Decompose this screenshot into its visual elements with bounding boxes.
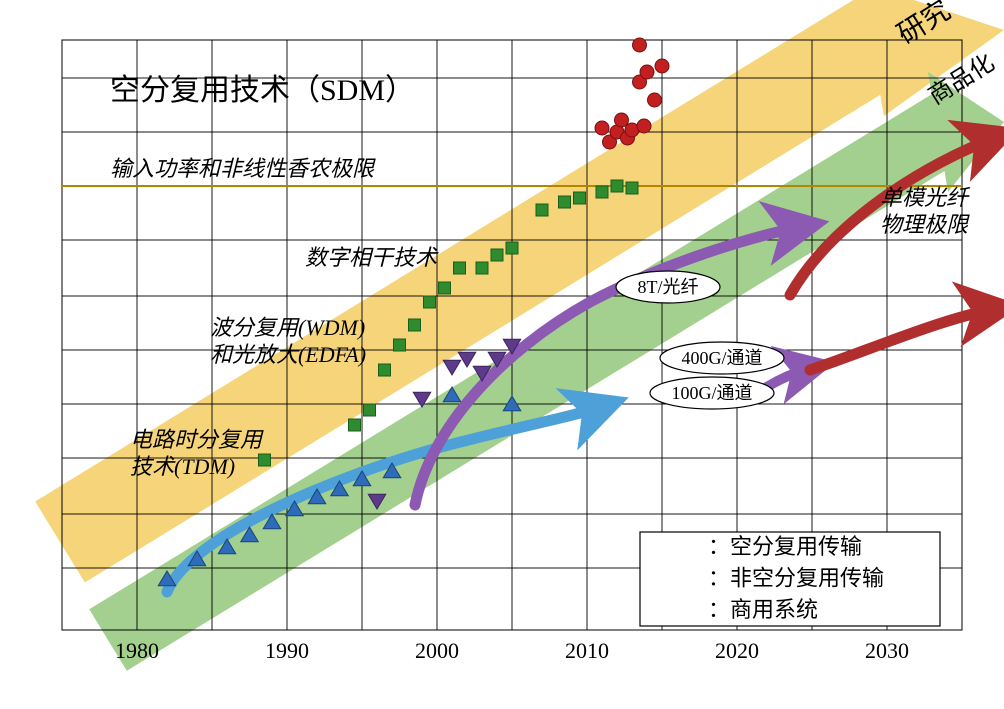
svg-text:输入功率和非线性香农极限: 输入功率和非线性香农极限 [110, 156, 376, 181]
svg-text:2010: 2010 [565, 638, 609, 663]
chart-svg: 198019902000201020202030研究商品化输入功率和非线性香农极… [0, 0, 1004, 709]
svg-text:单模光纤: 单模光纤 [880, 185, 971, 210]
svg-text:：非空分复用传输: ：非空分复用传输 [708, 566, 884, 591]
svg-text:数字相干技术: 数字相干技术 [305, 245, 439, 270]
svg-text:400G/通道: 400G/通道 [682, 348, 763, 368]
svg-text:：空分复用传输: ：空分复用传输 [708, 534, 862, 559]
svg-text:8T/光纤: 8T/光纤 [638, 277, 699, 297]
svg-text:电路时分复用: 电路时分复用 [130, 427, 264, 452]
svg-text:波分复用(WDM): 波分复用(WDM) [210, 315, 365, 340]
svg-text:2020: 2020 [715, 638, 759, 663]
svg-text:空分复用技术（SDM）: 空分复用技术（SDM） [110, 74, 415, 107]
svg-text:100G/通道: 100G/通道 [672, 383, 753, 403]
svg-text:1990: 1990 [265, 638, 309, 663]
legend: ：空分复用传输 ：非空分复用传输 ：商用系统 [640, 532, 940, 626]
svg-text:技术(TDM): 技术(TDM) [130, 454, 235, 479]
svg-text:和光放大(EDFA): 和光放大(EDFA) [210, 342, 366, 367]
svg-text:物理极限: 物理极限 [880, 212, 970, 237]
svg-text:2000: 2000 [415, 638, 459, 663]
chart-root: 198019902000201020202030研究商品化输入功率和非线性香农极… [0, 0, 1004, 709]
svg-text:2030: 2030 [865, 638, 909, 663]
svg-text:1980: 1980 [115, 638, 159, 663]
svg-text:：商用系统: ：商用系统 [708, 597, 818, 622]
